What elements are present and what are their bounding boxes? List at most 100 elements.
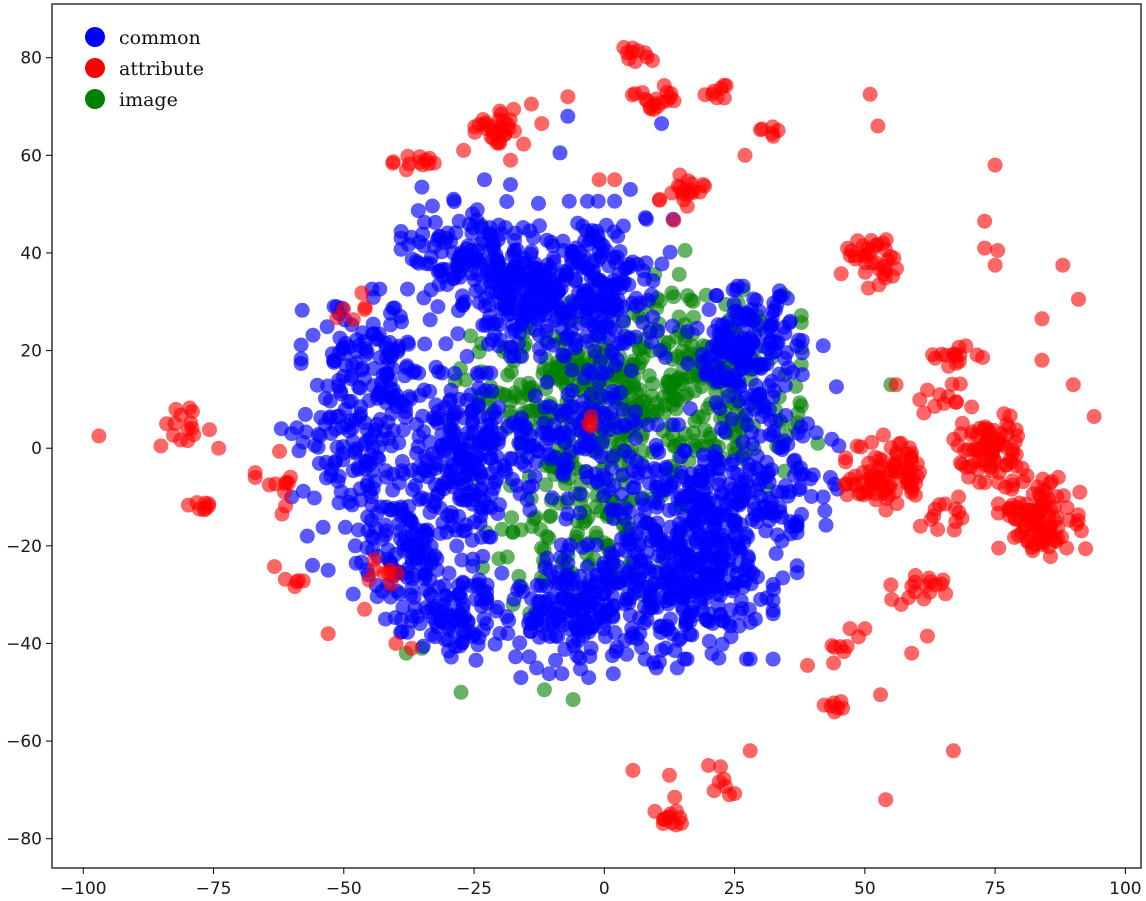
point-common [692, 595, 708, 611]
point-attribute [1047, 532, 1063, 548]
legend-label-common: common [119, 27, 201, 49]
point-common [428, 615, 444, 630]
point-attribute [667, 789, 683, 805]
point-attribute [672, 179, 688, 195]
point-image [565, 692, 581, 708]
point-common [465, 551, 481, 567]
point-common [749, 448, 765, 464]
point-attribute [401, 156, 417, 172]
point-attribute [642, 99, 658, 115]
point-common [679, 651, 695, 667]
point-common [572, 440, 588, 456]
point-common [673, 488, 688, 504]
point-common [779, 345, 795, 361]
point-attribute [860, 280, 876, 296]
point-image [702, 426, 718, 442]
point-attribute [644, 53, 660, 69]
point-attribute [581, 416, 597, 432]
point-common [727, 514, 743, 530]
point-common [760, 341, 776, 357]
point-attribute [888, 464, 904, 480]
point-common [343, 371, 359, 387]
point-common [682, 401, 698, 417]
point-common [671, 535, 687, 550]
point-common [560, 571, 576, 586]
point-common [429, 562, 445, 578]
point-attribute [742, 743, 758, 759]
point-common [521, 479, 537, 495]
legend-marker-common [85, 27, 105, 47]
point-common [411, 491, 427, 507]
point-common [761, 513, 777, 528]
point-common [678, 613, 694, 629]
point-common [483, 284, 499, 300]
point-common [729, 575, 744, 591]
point-common [587, 283, 603, 299]
point-common [434, 442, 450, 458]
y-tick-label: 0 [31, 439, 42, 459]
point-attribute [921, 570, 937, 586]
point-attribute [987, 157, 1003, 173]
point-image [679, 386, 695, 402]
point-common [533, 348, 549, 364]
point-common [769, 527, 785, 543]
point-common [318, 454, 334, 470]
x-tick-label: 100 [1109, 879, 1141, 899]
point-attribute [211, 440, 227, 456]
point-image [680, 288, 695, 304]
point-common [625, 480, 641, 496]
point-common [563, 323, 579, 339]
point-common [297, 406, 313, 422]
point-common [531, 195, 546, 211]
point-common [319, 319, 335, 335]
point-common [522, 502, 538, 518]
point-common [419, 526, 435, 542]
point-common [355, 325, 371, 341]
point-common [662, 244, 678, 260]
point-attribute [456, 142, 472, 158]
point-attribute [652, 192, 667, 207]
point-attribute [964, 399, 980, 415]
point-image [677, 243, 693, 258]
point-common [709, 358, 724, 374]
y-tick-label: 80 [20, 49, 42, 69]
point-image [536, 682, 552, 698]
point-common [490, 599, 506, 615]
point-attribute [848, 251, 863, 267]
point-common [607, 625, 623, 640]
point-common [529, 660, 545, 676]
y-tick-label: 40 [20, 244, 42, 264]
point-common [564, 362, 580, 378]
point-attribute [668, 817, 684, 833]
point-common [789, 565, 805, 581]
point-common [586, 263, 601, 279]
point-attribute [202, 422, 217, 438]
point-common [724, 411, 740, 427]
point-common [560, 491, 576, 507]
x-tick-label: −25 [456, 879, 492, 899]
point-common [400, 511, 416, 527]
point-common [506, 591, 522, 607]
point-common [804, 489, 819, 504]
point-attribute [954, 510, 970, 526]
point-common [465, 416, 481, 432]
point-common [611, 336, 627, 352]
point-common [326, 354, 342, 370]
point-common [509, 478, 525, 494]
point-common [671, 568, 686, 584]
point-common [561, 193, 577, 209]
point-common [394, 463, 410, 479]
point-attribute [827, 704, 843, 720]
point-attribute [958, 338, 974, 354]
point-common [583, 387, 599, 402]
point-common [572, 650, 588, 666]
point-common [708, 395, 724, 411]
point-common [553, 537, 569, 553]
point-attribute [656, 811, 672, 827]
y-tick-label: −40 [6, 634, 42, 654]
point-common [605, 547, 621, 563]
point-common [458, 492, 474, 508]
point-common [581, 670, 597, 686]
x-tick-label: −50 [326, 879, 362, 899]
point-common [378, 611, 393, 627]
